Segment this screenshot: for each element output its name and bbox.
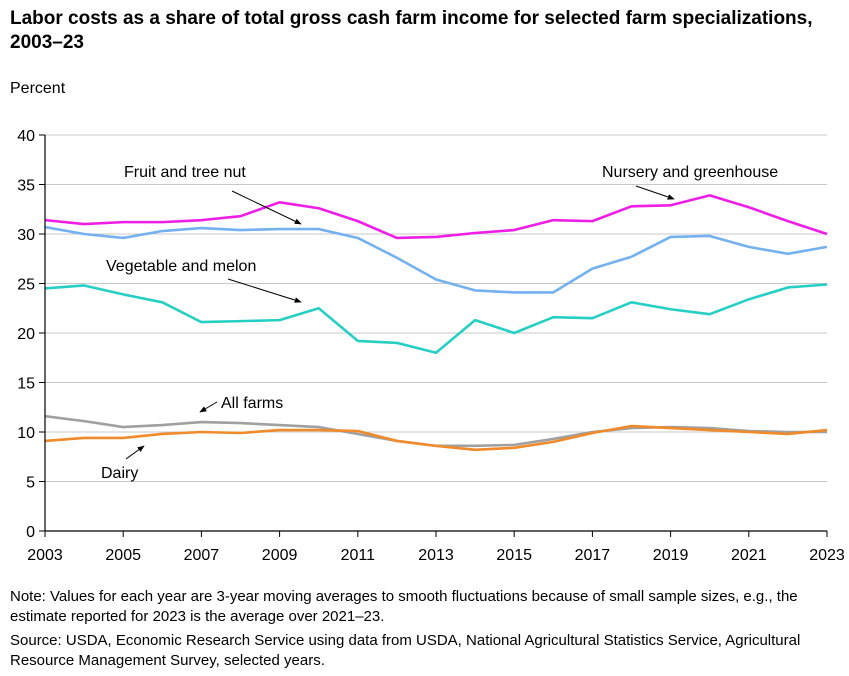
annotation-arrow-vegetable: [227, 278, 302, 303]
y-axis-ticks: 0 5 10 15 20 25 30 35 40: [17, 128, 45, 541]
x-tick-label: 2005: [105, 547, 141, 564]
x-tick-label: 2011: [341, 547, 376, 564]
axes: [44, 135, 827, 532]
x-tick-label: 2021: [731, 547, 767, 564]
annotation-dairy: Dairy: [101, 465, 138, 482]
x-tick-label: 2007: [184, 547, 220, 564]
series-line-vegetable-and-melon: [44, 283, 828, 355]
gridlines: [45, 134, 827, 482]
annotation-all-farms: All farms: [221, 395, 283, 412]
y-tick-label: 35: [17, 178, 35, 195]
chart-note: Note: Values for each year are 3-year mo…: [10, 588, 798, 625]
x-tick-label: 2017: [575, 547, 611, 564]
y-axis-label: Percent: [10, 80, 66, 97]
y-tick-label: 10: [17, 425, 35, 442]
chart-source: Source: USDA, Economic Research Service …: [10, 632, 801, 669]
y-tick-label: 30: [17, 227, 35, 244]
annotation-nursery-and-greenhouse: Nursery and greenhouse: [602, 164, 778, 181]
line-chart: 0 5 10 15 20 25 30 35 40 2003 2005 2007 2009 2011 201…: [10, 80, 845, 564]
annotation-arrow-nursery: [635, 185, 675, 200]
annotation-fruit-and-tree-nut: Fruit and tree nut: [124, 164, 246, 181]
annotation-arrow-dairy: [125, 445, 145, 460]
y-tick-label: 20: [17, 326, 35, 343]
x-tick-label: 2003: [27, 547, 63, 564]
x-tick-label: 2013: [418, 547, 454, 564]
series-line-nursery-and-greenhouse: [44, 194, 828, 240]
y-tick-label: 25: [17, 277, 35, 294]
x-tick-label: 2019: [653, 547, 689, 564]
series-line-fruit-and-tree-nut: [44, 225, 828, 294]
chart-title: Labor costs as a share of total gross ca…: [10, 8, 813, 53]
x-tick-label: 2015: [496, 547, 532, 564]
x-tick-label: 2009: [262, 547, 298, 564]
y-tick-label: 40: [17, 128, 35, 145]
annotation-arrow-all-farms: [199, 401, 218, 413]
annotation-arrow-fruit: [231, 190, 302, 225]
y-tick-label: 15: [17, 376, 35, 393]
series-line-dairy: [44, 424, 828, 452]
x-tick-label: 2023: [809, 547, 845, 564]
annotation-vegetable-and-melon: Vegetable and melon: [106, 258, 256, 275]
y-tick-label: 5: [26, 475, 35, 492]
x-axis-ticks: 2003 2005 2007 2009 2011 2013 2015 2017 2019 2021…: [27, 531, 845, 564]
y-tick-label: 0: [26, 524, 35, 541]
series-lines: [44, 194, 828, 452]
annotations: Fruit and tree nut Nursery and greenhous…: [101, 164, 778, 482]
